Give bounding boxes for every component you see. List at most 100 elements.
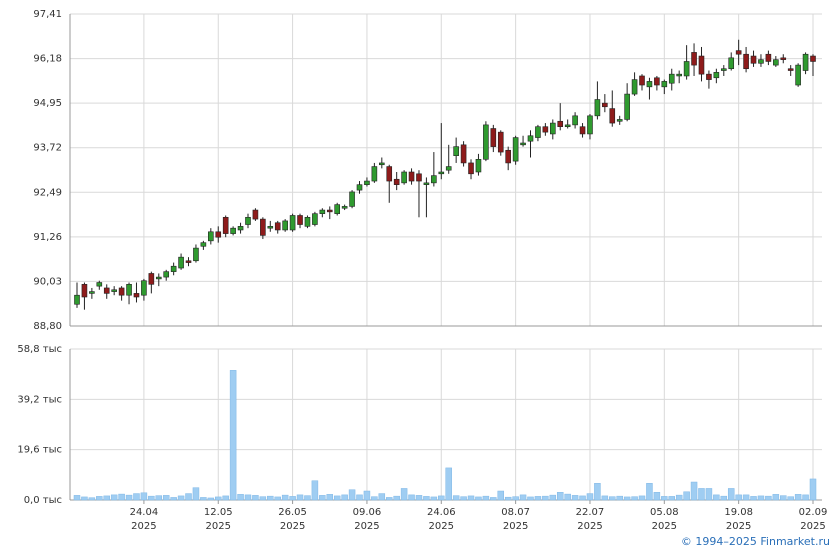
candle-body [810, 55, 816, 62]
candle-body [178, 256, 184, 269]
volume-bar [675, 494, 683, 501]
candle-body [505, 149, 511, 164]
volume-bar [475, 496, 482, 501]
candle-body [133, 293, 140, 298]
volume-bar [809, 478, 817, 501]
candle-body [683, 61, 690, 77]
candle-body [438, 171, 445, 175]
volume-bar [445, 467, 452, 501]
candle-body [393, 178, 400, 185]
volume-bar [430, 496, 438, 501]
volume-bar [267, 495, 274, 501]
volume-bar [460, 496, 467, 501]
volume-bar [356, 494, 363, 501]
x-tick-label: 26.05 2025 [278, 507, 307, 532]
candle-body [787, 68, 794, 71]
volume-bar [326, 494, 334, 501]
candle-body [661, 81, 668, 88]
volume-bar [200, 497, 207, 501]
candle-body [579, 126, 586, 135]
volume-bar [438, 495, 445, 501]
candle-body [267, 226, 274, 229]
candle-body [356, 184, 363, 191]
volume-bar [713, 494, 720, 501]
volume-bar [497, 490, 505, 501]
candle-body [624, 93, 630, 120]
candle-body [193, 247, 199, 262]
candle-body [698, 55, 705, 75]
volume-bar [787, 496, 794, 501]
candle-body [512, 137, 519, 162]
candle-body [475, 159, 482, 173]
volume-bar [252, 495, 259, 501]
candle-body [602, 102, 608, 108]
volume-bar [772, 494, 780, 501]
volume-bar [794, 494, 802, 501]
volume-bar [527, 496, 534, 501]
candle-body [341, 206, 348, 209]
volume-bar [653, 492, 661, 501]
volume-bar [170, 497, 177, 501]
volume-bar [385, 497, 393, 501]
x-tick-label: 05.08 2025 [650, 507, 679, 532]
candle-body [572, 115, 578, 126]
y2-tick-label: 19,6 тыс [17, 445, 62, 456]
candle-body [765, 53, 772, 62]
volume-bar [259, 496, 267, 501]
candle-body [118, 287, 125, 296]
volume-bar [341, 494, 348, 501]
candle-body [111, 289, 117, 292]
y-tick-label: 97,41 [33, 9, 62, 20]
y2-tick-label: 0,0 тыс [24, 495, 62, 506]
candle-body [423, 182, 430, 185]
candle-body [527, 135, 534, 142]
y2-tick-label: 39,2 тыс [17, 394, 62, 405]
y2-tick-label: 58,8 тыс [17, 344, 62, 355]
volume-bar [118, 493, 125, 501]
candle-body [490, 128, 497, 147]
volume-bar [319, 495, 326, 501]
candle-body [668, 73, 675, 84]
candle-body [646, 81, 653, 88]
volume-bar [88, 497, 96, 501]
volume-bar [281, 494, 289, 501]
candle-body [282, 220, 288, 231]
candle-body [743, 53, 749, 70]
volume-bar [400, 488, 408, 501]
candle-body [215, 231, 222, 238]
candle-body [74, 294, 80, 305]
y-tick-label: 96,18 [33, 54, 62, 65]
candle-body [557, 120, 564, 127]
volume-bar [638, 495, 646, 501]
candle-body [245, 216, 251, 225]
candle-body [96, 282, 103, 287]
volume-bar [542, 495, 549, 501]
volume-bar [237, 494, 244, 501]
volume-bar [215, 496, 222, 501]
volume-bar [735, 494, 742, 501]
candle-body [349, 191, 355, 207]
candle-body [691, 52, 697, 66]
candle-body [609, 108, 616, 124]
volume-bar [661, 496, 668, 501]
candle-body [379, 162, 385, 166]
footer: © 1994–2025 Finmarket.ru [681, 535, 830, 548]
candle-body [720, 68, 727, 71]
candle-body [728, 57, 735, 70]
volume-bar [646, 483, 653, 501]
x-tick-label: 02.09 2025 [799, 507, 828, 532]
volume-bar [556, 492, 564, 501]
candle-body [289, 215, 296, 231]
candle-body [713, 72, 720, 79]
candle-body [802, 53, 809, 71]
volume-bar [765, 495, 772, 501]
volume-bar [73, 495, 81, 501]
candle-body [237, 226, 244, 231]
candle-body [520, 142, 526, 146]
candle-body [460, 144, 467, 164]
volume-bar [393, 495, 400, 501]
x-tick-label: 08.07 2025 [501, 507, 530, 532]
candle-body [208, 231, 214, 242]
volume-bar [512, 496, 519, 501]
volume-bar [81, 496, 88, 501]
